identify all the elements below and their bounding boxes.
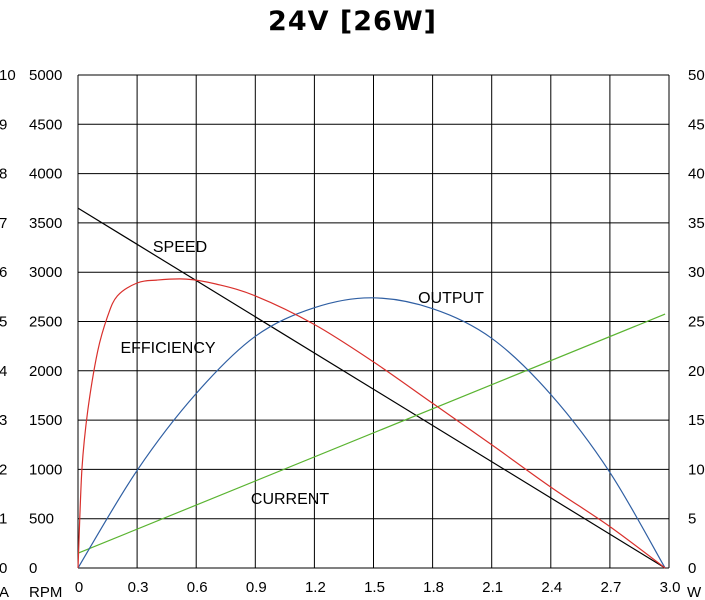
right-axis-tick-label: 10 bbox=[688, 461, 705, 478]
right-axis-tick-label: 20 bbox=[688, 363, 705, 380]
grid bbox=[77, 74, 670, 569]
current-tick-label: 1 bbox=[0, 511, 7, 528]
x-axis-unit: W bbox=[687, 584, 702, 600]
x-tick-label: 2.1 bbox=[482, 579, 503, 596]
speed-series-label: SPEED bbox=[153, 239, 207, 256]
right-axis-tick-label: 15 bbox=[688, 412, 705, 429]
x-tick-label: 0 bbox=[75, 579, 83, 596]
current-tick-label: 4 bbox=[0, 363, 7, 380]
current-tick-label: 9 bbox=[0, 116, 7, 133]
current-tick-label: 5 bbox=[0, 314, 7, 331]
speed-tick-label: 3000 bbox=[29, 264, 62, 281]
x-tick-label: 0.6 bbox=[187, 579, 208, 596]
current-tick-label: 0 bbox=[0, 560, 7, 577]
right-axis-tick-label: 30 bbox=[688, 264, 705, 281]
current-tick-label: 10 bbox=[0, 67, 16, 84]
current-axis-unit: A bbox=[0, 584, 9, 600]
x-tick-label: 1.8 bbox=[423, 579, 444, 596]
efficiency-line bbox=[77, 278, 666, 569]
speed-axis-unit: RPM bbox=[29, 584, 62, 600]
x-tick-label: 0.3 bbox=[128, 579, 149, 596]
current-tick-label: 7 bbox=[0, 215, 7, 232]
speed-tick-label: 500 bbox=[29, 511, 54, 528]
right-axis-tick-label: 50 bbox=[688, 67, 705, 84]
right-axis-tick-label: 0 bbox=[688, 560, 696, 577]
right-axis-tick-label: 25 bbox=[688, 314, 705, 331]
speed-tick-label: 3500 bbox=[29, 215, 62, 232]
x-tick-label: 3.0 bbox=[660, 579, 681, 596]
x-tick-label: 2.7 bbox=[600, 579, 621, 596]
axis-labels: 0123456789100500100015002000250030003500… bbox=[0, 67, 705, 600]
output-line bbox=[77, 297, 666, 569]
x-tick-label: 1.2 bbox=[305, 579, 326, 596]
speed-tick-label: 5000 bbox=[29, 67, 62, 84]
speed-tick-label: 1000 bbox=[29, 461, 62, 478]
speed-line bbox=[77, 207, 666, 569]
current-tick-label: 6 bbox=[0, 264, 7, 281]
efficiency-series-label: EFFICIENCY bbox=[120, 340, 215, 357]
right-axis-tick-label: 45 bbox=[688, 116, 705, 133]
speed-tick-label: 4000 bbox=[29, 166, 62, 183]
output-series-label: OUTPUT bbox=[418, 290, 484, 307]
current-line bbox=[77, 313, 666, 554]
right-axis-tick-label: 35 bbox=[688, 215, 705, 232]
chart-title: 24V [26W] bbox=[268, 6, 437, 37]
speed-tick-label: 4500 bbox=[29, 116, 62, 133]
x-tick-label: 1.5 bbox=[364, 579, 385, 596]
current-tick-label: 8 bbox=[0, 166, 7, 183]
series-lines bbox=[77, 207, 666, 569]
right-axis-tick-label: 40 bbox=[688, 166, 705, 183]
current-series-label: CURRENT bbox=[251, 491, 329, 508]
speed-tick-label: 2500 bbox=[29, 314, 62, 331]
current-tick-label: 3 bbox=[0, 412, 7, 429]
x-tick-label: 0.9 bbox=[246, 579, 267, 596]
speed-tick-label: 0 bbox=[29, 560, 37, 577]
x-tick-label: 2.4 bbox=[541, 579, 562, 596]
current-tick-label: 2 bbox=[0, 461, 7, 478]
right-axis-tick-label: 5 bbox=[688, 511, 696, 528]
speed-tick-label: 1500 bbox=[29, 412, 62, 429]
speed-tick-label: 2000 bbox=[29, 363, 62, 380]
